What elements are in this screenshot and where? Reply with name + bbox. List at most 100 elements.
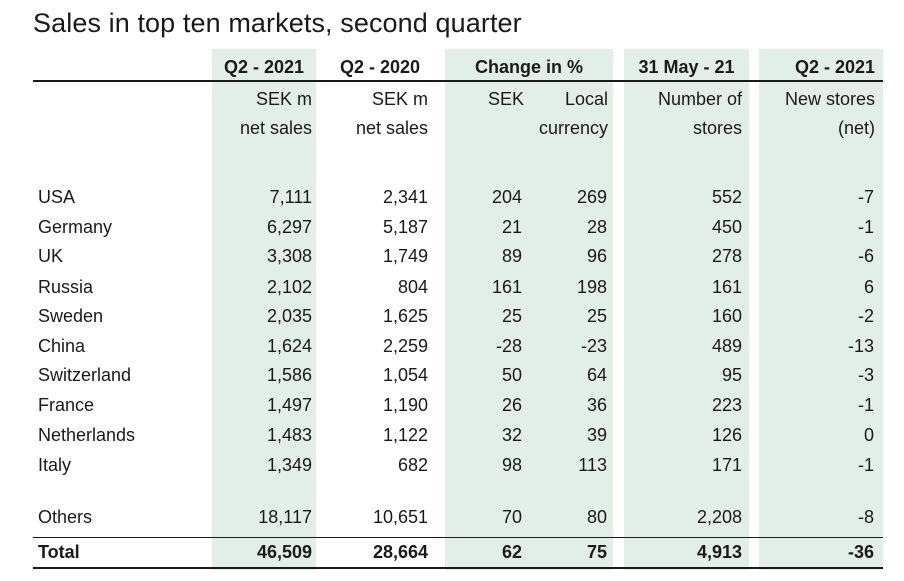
table-row-label: Germany	[38, 217, 113, 237]
others-row-cell: 18,117	[258, 507, 312, 527]
table-row-cell: 198	[576, 277, 607, 297]
table-row-cell: 2,259	[382, 336, 428, 356]
header-new-stores: Q2 - 2021	[794, 57, 875, 77]
table-row-cell: 6	[863, 277, 874, 297]
subheader-col2-line1: SEK m	[371, 89, 428, 109]
total-row-cell: 62	[501, 542, 522, 562]
table-title: Sales in top ten markets, second quarter	[33, 8, 522, 38]
table-row-cell: 1,054	[382, 365, 428, 385]
table-row-cell: 1,749	[382, 246, 428, 266]
table-row-cell: 804	[397, 277, 428, 297]
table-row-label: Sweden	[38, 306, 104, 326]
table-row-label: USA	[38, 187, 76, 207]
table-row-cell: 223	[711, 395, 742, 415]
table-row-cell: 7,111	[269, 187, 312, 207]
table-row-cell: -28	[495, 336, 522, 356]
table-row-label: Italy	[38, 455, 72, 475]
table-row-label: Netherlands	[38, 425, 136, 445]
table-row-cell: 26	[501, 395, 522, 415]
table-row-cell: 160	[711, 306, 742, 326]
total-row-cell: 75	[586, 542, 607, 562]
header-rule	[33, 80, 883, 82]
subheader-col1-line1: SEK m	[255, 89, 312, 109]
others-row-label: Others	[38, 507, 93, 527]
table-row-cell: 95	[721, 365, 742, 385]
table-row-cell: 1,586	[266, 365, 312, 385]
table-row-cell: 682	[397, 455, 428, 475]
table-row-cell: 6,297	[266, 217, 312, 237]
others-row-cell: 10,651	[372, 507, 428, 527]
subheader-sek: SEK	[487, 89, 524, 109]
table-row-cell: -1	[857, 455, 874, 475]
table-row-cell: 3,308	[266, 246, 312, 266]
table-row-cell: 1,497	[266, 395, 312, 415]
table-row-cell: 25	[586, 306, 607, 326]
table-row-cell: 126	[711, 425, 742, 445]
header-stores-date: 31 May - 21	[638, 57, 735, 77]
table-row-cell: 2,102	[266, 277, 312, 297]
table-row-cell: 269	[576, 187, 607, 207]
table-row-cell: 25	[501, 306, 522, 326]
table-row-label: China	[38, 336, 86, 356]
total-rule-top	[33, 537, 883, 538]
subheader-col2-line2: net sales	[355, 118, 428, 138]
total-row-cell: 4,913	[696, 542, 742, 562]
table-row-cell: 39	[586, 425, 607, 445]
total-row-cell: 28,664	[372, 542, 428, 562]
table-row-cell: 1,483	[266, 425, 312, 445]
table-row-cell: 171	[711, 455, 742, 475]
column-shade-stores	[624, 49, 749, 570]
table-row-cell: 1,624	[266, 336, 312, 356]
others-row-cell: 70	[501, 507, 522, 527]
table-row-cell: -1	[857, 217, 874, 237]
table-row-label: UK	[38, 246, 64, 266]
table-row-cell: 21	[501, 217, 522, 237]
table-row-cell: 89	[501, 246, 522, 266]
table-row-cell: 1,190	[382, 395, 428, 415]
table-row-cell: 1,625	[382, 306, 428, 326]
table-row-cell: 161	[711, 277, 742, 297]
table-row-cell: 5,187	[382, 217, 428, 237]
table-row-cell: -23	[580, 336, 607, 356]
table-row-cell: -13	[847, 336, 874, 356]
table-row-cell: 96	[586, 246, 607, 266]
table-row-cell: -2	[857, 306, 874, 326]
table-row-cell: 161	[491, 277, 522, 297]
table-row-label: Switzerland	[38, 365, 132, 385]
table-row-cell: 1,349	[266, 455, 312, 475]
column-shade-q2-2021	[212, 49, 316, 570]
subheader-new-line2: (net)	[837, 118, 875, 138]
subheader-new-line1: New stores	[784, 89, 875, 109]
table-row-cell: 36	[586, 395, 607, 415]
subheader-local-line2: currency	[538, 118, 608, 138]
subheader-stores-line2: stores	[692, 118, 742, 138]
header-q2-2020: Q2 - 2020	[339, 57, 421, 77]
table-row-cell: 28	[586, 217, 607, 237]
table-row-cell: -3	[857, 365, 874, 385]
table-row-cell: -7	[857, 187, 874, 207]
table-row-cell: 278	[711, 246, 742, 266]
table-row-cell: 64	[586, 365, 607, 385]
table-row-cell: 2,035	[266, 306, 312, 326]
header-q2-2021: Q2 - 2021	[223, 57, 305, 77]
total-row-cell: -36	[847, 542, 874, 562]
others-row-cell: 2,208	[696, 507, 742, 527]
header-change: Change in %	[474, 57, 583, 77]
table-row-cell: 98	[501, 455, 522, 475]
table-row-cell: 50	[501, 365, 522, 385]
table-row-cell: -1	[857, 395, 874, 415]
table-row-cell: 450	[711, 217, 742, 237]
table-row-cell: 32	[501, 425, 522, 445]
total-row-label: Total	[38, 542, 80, 562]
column-shade-change	[445, 49, 613, 570]
total-rule-bottom	[33, 567, 883, 569]
table-row-cell: 2,341	[382, 187, 428, 207]
subheader-col1-line2: net sales	[239, 118, 312, 138]
subheader-local-line1: Local	[564, 89, 608, 109]
others-row-cell: 80	[586, 507, 607, 527]
others-row-cell: -8	[857, 507, 874, 527]
table-row-cell: 0	[863, 425, 874, 445]
table-row-cell: 1,122	[382, 425, 428, 445]
table-row-cell: 204	[491, 187, 522, 207]
table-row-label: Russia	[38, 277, 94, 297]
